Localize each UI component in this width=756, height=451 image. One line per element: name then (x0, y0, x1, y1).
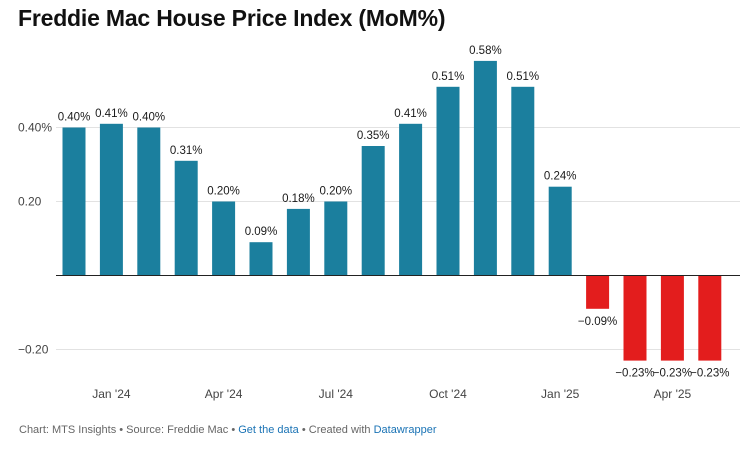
footer-separator: • (298, 424, 309, 436)
bar-jan-24 (99, 123, 123, 276)
bar-dec-24 (511, 86, 535, 276)
bar-apr-25 (660, 275, 684, 361)
bar-feb-25 (586, 275, 610, 309)
data-labels: 0.40% 0.41% 0.40% 0.31% 0.20% 0.09% 0.18% 0.20%… (58, 45, 730, 380)
data-label: 0.18% (282, 193, 315, 205)
bar-oct-24 (436, 86, 460, 276)
footer-separator: • (116, 424, 127, 436)
x-tick-label: Jan '25 (541, 387, 580, 401)
datawrapper-link[interactable]: Datawrapper (373, 424, 437, 436)
x-tick-label: Jul '24 (319, 387, 354, 401)
bar-aug-24 (361, 146, 385, 276)
data-label: 0.20% (319, 186, 352, 198)
x-tick-label: Apr '24 (205, 387, 243, 401)
bar-dec-23 (62, 127, 86, 276)
data-label: −0.23% (615, 368, 654, 380)
data-label: −0.23% (653, 368, 692, 380)
y-tick-label: −0.20 (18, 343, 49, 357)
data-label: 0.09% (245, 226, 278, 238)
data-label: 0.35% (357, 130, 390, 142)
bar-mar-24 (174, 160, 198, 276)
y-tick-label: 0.20 (18, 195, 42, 209)
data-label: 0.40% (58, 112, 91, 124)
bar-jan-25 (548, 186, 572, 276)
x-tick-label: Jan '24 (92, 387, 131, 401)
get-the-data-link[interactable]: Get the data (238, 424, 299, 436)
x-tick-label: Apr '25 (654, 387, 692, 401)
data-label: 0.41% (95, 108, 128, 120)
data-label: −0.09% (578, 316, 617, 328)
data-label: 0.41% (394, 108, 427, 120)
bar-feb-24 (137, 127, 161, 276)
bar-jun-24 (286, 208, 310, 276)
bar-mar-25 (623, 275, 647, 361)
chart-credit: Chart: MTS Insights (19, 424, 117, 436)
data-label: 0.20% (207, 186, 240, 198)
data-label: 0.51% (506, 71, 539, 83)
data-label: 0.31% (170, 145, 203, 157)
bars (62, 60, 722, 361)
bar-jul-24 (324, 201, 348, 276)
created-with-text: Created with (308, 424, 374, 436)
data-label: 0.24% (544, 171, 577, 183)
bar-nov-24 (473, 60, 497, 276)
source-text: Source: Freddie Mac (126, 424, 229, 436)
data-label: −0.23% (690, 368, 729, 380)
footer-separator: • (228, 424, 239, 436)
bar-apr-24 (212, 201, 236, 276)
bar-may-24 (249, 242, 273, 276)
data-label: 0.51% (432, 71, 465, 83)
bar-sep-24 (399, 123, 423, 276)
x-tick-label: Oct '24 (429, 387, 467, 401)
chart-title: Freddie Mac House Price Index (MoM%) (18, 5, 446, 31)
bar-may-25 (698, 275, 722, 361)
chart-footer: Chart: MTS Insights • Source: Freddie Ma… (19, 424, 437, 436)
grid-lines: 0.40% 0.20 −0.20 (18, 121, 740, 357)
x-axis-ticks: Jan '24 Apr '24 Jul '24 Oct '24 Jan '25 Apr '… (92, 387, 691, 401)
data-label: 0.40% (132, 112, 165, 124)
data-label: 0.58% (469, 45, 502, 57)
y-tick-label: 0.40% (18, 121, 52, 135)
